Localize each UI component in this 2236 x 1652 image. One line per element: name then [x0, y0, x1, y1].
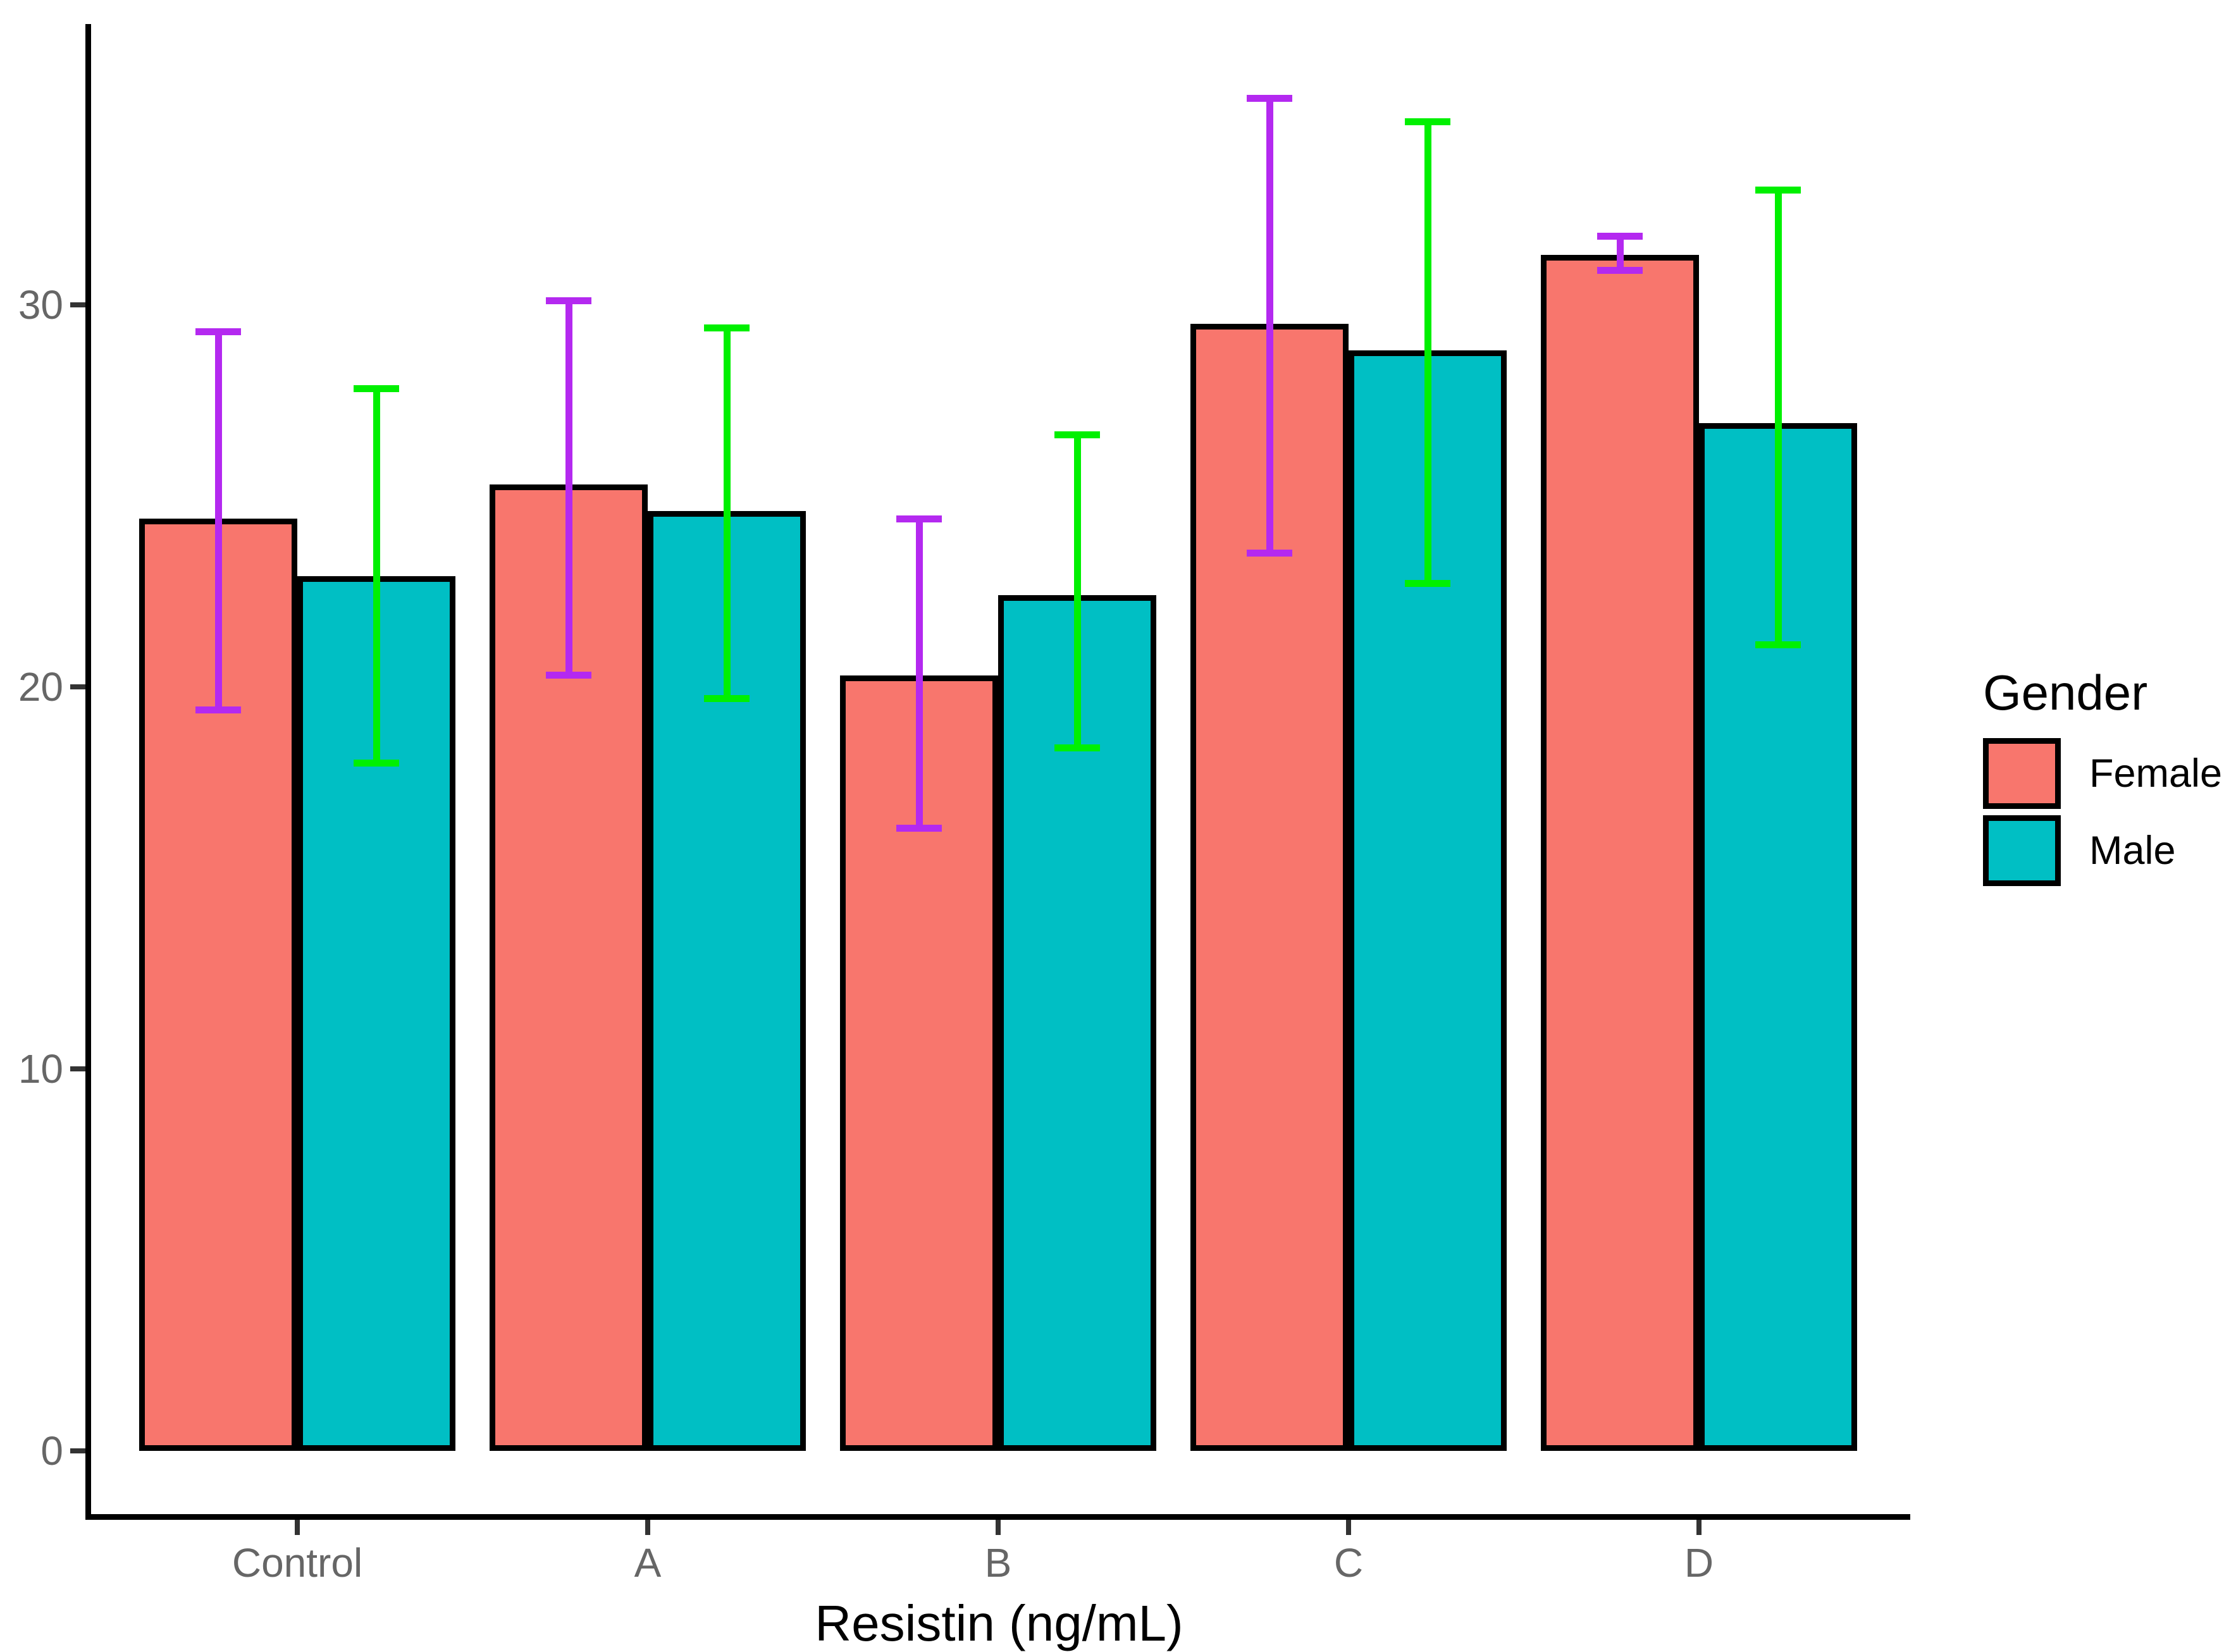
errorbar-male-a-cap-top	[704, 324, 750, 331]
x-axis-tick-a	[645, 1520, 650, 1535]
legend-label-female: Female	[2089, 751, 2223, 796]
errorbar-female-d-cap-bottom	[1597, 267, 1643, 274]
errorbar-female-c-line	[1266, 98, 1273, 553]
legend-label-male: Male	[2089, 829, 2176, 873]
errorbar-female-control-cap-bottom	[195, 706, 241, 713]
y-axis-tick	[70, 1066, 85, 1071]
x-tick-label-b: B	[984, 1540, 1012, 1586]
x-tick-label-control: Control	[232, 1540, 363, 1586]
x-axis-tick-c	[1346, 1520, 1351, 1535]
x-tick-label-a: A	[634, 1540, 662, 1586]
y-tick-label-30: 30	[18, 282, 63, 328]
errorbar-male-control-cap-bottom	[354, 760, 399, 767]
legend-swatch-male	[1983, 815, 2061, 886]
y-tick-label-20: 20	[18, 664, 63, 710]
errorbar-female-b-cap-bottom	[896, 824, 942, 832]
y-axis-tick	[70, 1448, 85, 1453]
errorbar-male-control-line	[373, 388, 380, 763]
x-tick-label-d: D	[1684, 1540, 1714, 1586]
errorbar-female-control-line	[214, 331, 222, 710]
errorbar-female-d-cap-top	[1597, 232, 1643, 240]
errorbar-male-c-line	[1424, 121, 1431, 584]
legend-swatch-female	[1983, 738, 2061, 809]
bar-female-control	[139, 519, 297, 1451]
errorbar-female-c-cap-top	[1247, 95, 1292, 102]
errorbar-male-d-cap-top	[1755, 187, 1801, 194]
errorbar-male-control-cap-top	[354, 385, 399, 393]
errorbar-male-b-cap-top	[1054, 431, 1100, 438]
y-axis-tick	[70, 684, 85, 689]
errorbar-female-d-line	[1616, 236, 1624, 271]
errorbar-male-d-cap-bottom	[1755, 641, 1801, 649]
errorbar-female-b-line	[915, 519, 923, 829]
errorbar-female-control-cap-top	[195, 328, 241, 335]
x-axis-title: Resistin (ng/mL)	[815, 1595, 1183, 1651]
errorbar-female-a-cap-top	[546, 297, 591, 305]
legend-title: Gender	[1983, 665, 2148, 720]
errorbar-male-b-line	[1073, 435, 1081, 748]
x-axis-tick-control	[295, 1520, 300, 1535]
errorbar-female-a-line	[565, 300, 572, 675]
errorbar-male-c-cap-top	[1405, 118, 1450, 125]
errorbar-male-a-line	[723, 328, 731, 699]
y-axis-tick	[70, 302, 85, 307]
y-tick-label-0: 0	[40, 1428, 63, 1474]
y-axis-line	[85, 24, 91, 1520]
bar-female-d	[1541, 255, 1699, 1451]
errorbar-male-b-cap-bottom	[1054, 744, 1100, 752]
y-tick-label-10: 10	[18, 1046, 63, 1092]
errorbar-female-b-cap-top	[896, 515, 942, 522]
x-axis-tick-d	[1696, 1520, 1702, 1535]
errorbar-female-a-cap-bottom	[546, 672, 591, 679]
errorbar-male-a-cap-bottom	[704, 694, 750, 702]
x-tick-label-c: C	[1333, 1540, 1364, 1586]
errorbar-male-c-cap-bottom	[1405, 580, 1450, 588]
x-axis-line	[85, 1514, 1910, 1520]
errorbar-female-c-cap-bottom	[1247, 550, 1292, 557]
errorbar-male-d-line	[1774, 190, 1782, 645]
x-axis-tick-b	[996, 1520, 1001, 1535]
